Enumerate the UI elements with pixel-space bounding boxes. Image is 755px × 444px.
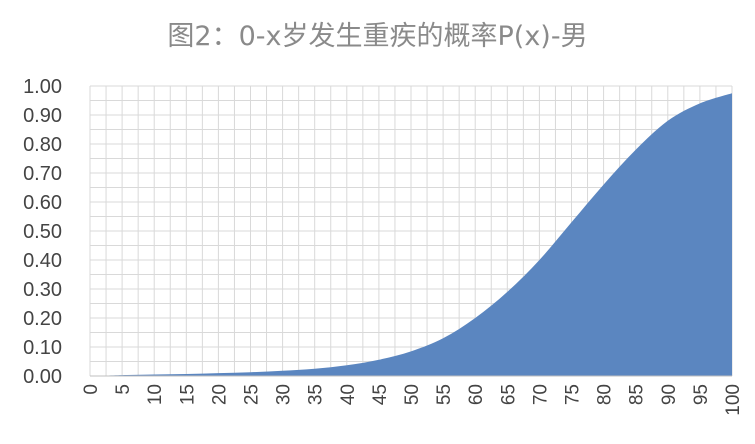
x-tick-label: 50 [402, 384, 423, 405]
y-tick-label: 0.90 [23, 105, 62, 127]
y-tick-label: 0.00 [23, 366, 62, 388]
x-tick-label: 0 [81, 384, 102, 395]
x-tick-label: 25 [242, 384, 263, 405]
x-tick-label: 40 [338, 384, 359, 405]
x-tick-label: 10 [145, 384, 166, 405]
x-tick-label: 80 [595, 384, 616, 405]
x-tick-label: 70 [530, 384, 551, 405]
x-tick-label: 95 [691, 384, 712, 405]
y-tick-label: 0.20 [23, 308, 62, 330]
x-tick-label: 35 [306, 384, 327, 405]
y-tick-label: 0.50 [23, 221, 62, 243]
x-axis-tick-labels: 0 5 10 15 20 25 30 35 40 45 50 55 60 65 70 75 80 85 90 95 10… [81, 384, 744, 416]
y-tick-label: 1.00 [23, 76, 62, 98]
x-tick-label: 45 [370, 384, 391, 405]
y-tick-label: 0.40 [23, 250, 62, 272]
x-tick-label: 85 [627, 384, 648, 405]
area-series [90, 93, 732, 376]
chart-title: 图2：0-x岁发生重疾的概率P(x)-男 [167, 21, 588, 52]
x-tick-label: 65 [498, 384, 519, 405]
y-axis-tick-labels: 0.00 0.10 0.20 0.30 0.40 0.50 0.60 0.70 0.80 0.90… [23, 76, 62, 388]
y-tick-label: 0.60 [23, 192, 62, 214]
x-tick-label: 5 [113, 384, 134, 395]
x-tick-label: 75 [563, 384, 584, 405]
y-tick-label: 0.80 [23, 134, 62, 156]
y-tick-label: 0.30 [23, 279, 62, 301]
x-tick-label: 20 [209, 384, 230, 405]
x-tick-label: 90 [659, 384, 680, 405]
x-tick-label: 100 [723, 384, 744, 416]
y-tick-label: 0.70 [23, 163, 62, 185]
x-tick-label: 30 [274, 384, 295, 405]
y-tick-label: 0.10 [23, 337, 62, 359]
area-fill [90, 93, 732, 376]
x-tick-label: 15 [177, 384, 198, 405]
x-tick-label: 60 [466, 384, 487, 405]
x-tick-label: 55 [434, 384, 455, 405]
